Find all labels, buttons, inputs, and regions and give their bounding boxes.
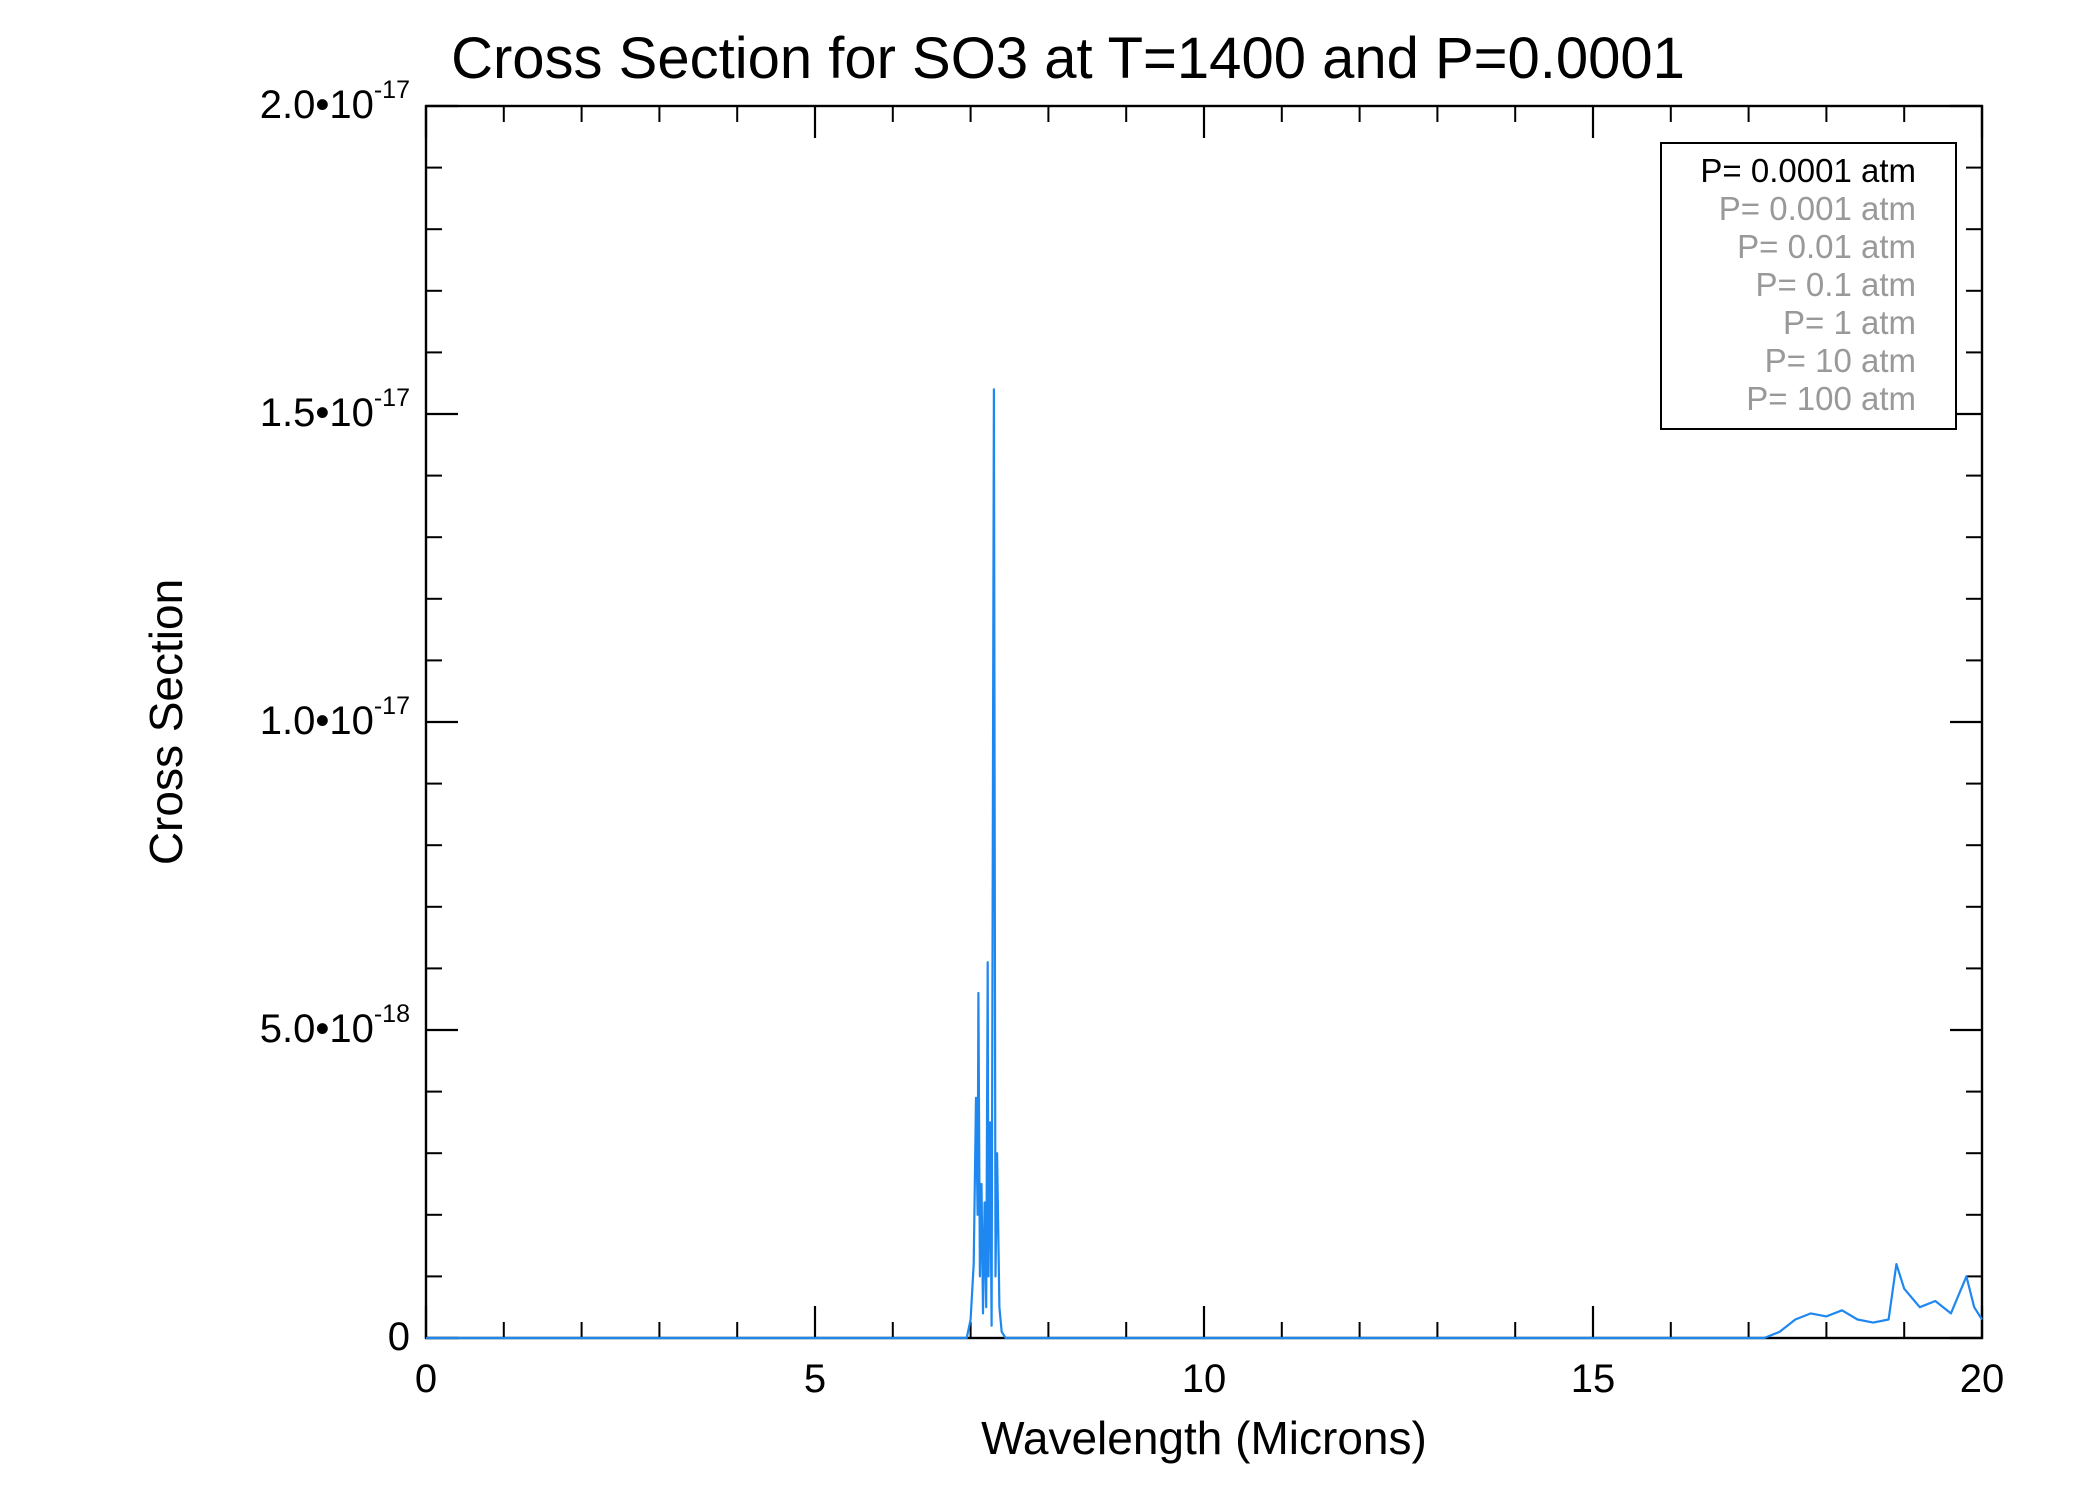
y-tick-label: 1.0•10-17 [260,692,410,743]
y-tick-label: 5.0•10-18 [260,1000,410,1051]
x-tick-labels: 0 5 10 15 20 [415,1357,2004,1401]
chart-title: Cross Section for SO3 at T=1400 and P=0.… [451,26,1685,91]
series-layer [426,389,1982,1338]
y-axis-label: Cross Section [140,579,192,865]
y-tick-exponent: -18 [374,1000,410,1028]
chart: Cross Section for SO3 at T=1400 and P=0.… [0,0,2100,1500]
legend-entry: P= 0.1 atm [1755,266,1916,303]
y-tick-label: 1.5•10-17 [260,384,410,435]
legend-entry: P= 100 atm [1746,380,1916,417]
legend-entry: P= 0.0001 atm [1700,152,1916,189]
x-tick-label: 5 [804,1357,826,1401]
series-line [426,389,1982,1338]
x-tick-label: 15 [1571,1357,1616,1401]
y-tick-mantissa: 1.0•10 [260,699,374,743]
y-tick-mantissa: 1.5•10 [260,391,374,435]
legend-entry: P= 1 atm [1783,304,1916,341]
x-tick-label: 0 [415,1357,437,1401]
y-tick-exponent: -17 [374,76,410,104]
x-axis-label: Wavelength (Microns) [981,1412,1427,1464]
y-tick-label: 2.0•10-17 [260,76,410,127]
x-tick-label: 10 [1182,1357,1227,1401]
y-tick-mantissa: 2.0•10 [260,83,374,127]
y-tick-mantissa: 0 [388,1315,410,1359]
legend-entry: P= 0.001 atm [1719,190,1916,227]
legend-entry: P= 0.01 atm [1737,228,1916,265]
y-tick-mantissa: 5.0•10 [260,1007,374,1051]
x-tick-label: 20 [1960,1357,2005,1401]
y-tick-exponent: -17 [374,692,410,720]
y-tick-labels: 05.0•10-181.0•10-171.5•10-172.0•10-17 [260,76,410,1359]
legend-entry: P= 10 atm [1765,342,1916,379]
y-tick-label: 0 [388,1315,410,1359]
y-tick-exponent: -17 [374,384,410,412]
